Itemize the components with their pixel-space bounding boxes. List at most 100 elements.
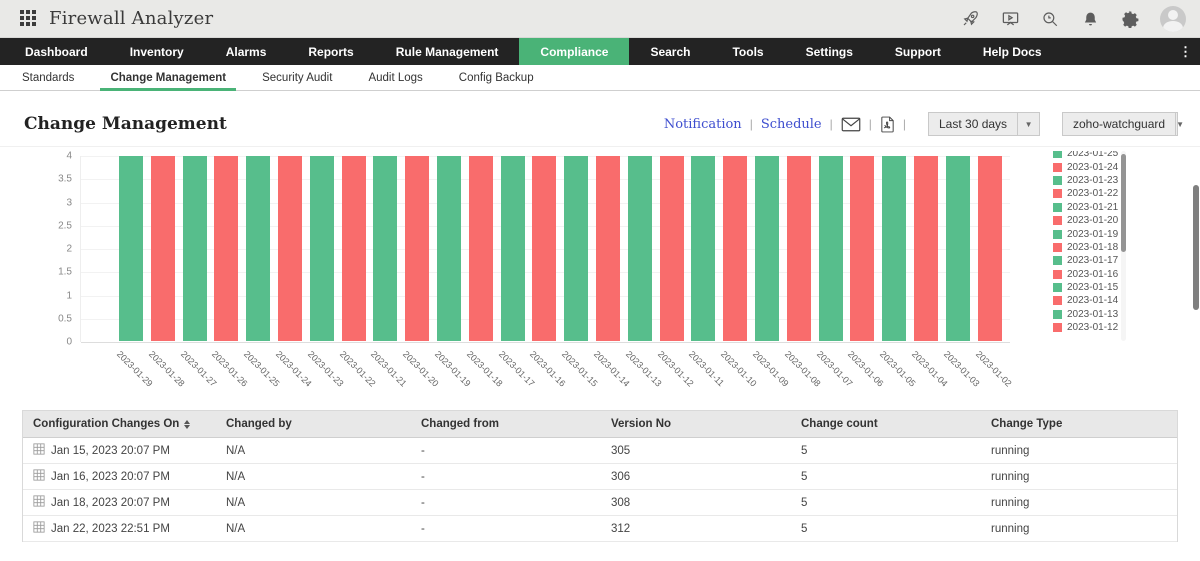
- legend-item[interactable]: 2023-01-16: [1053, 268, 1121, 281]
- nav-item-tools[interactable]: Tools: [732, 44, 764, 59]
- chart-bar[interactable]: [945, 156, 970, 341]
- subnav-item-audit-logs[interactable]: Audit Logs: [368, 71, 423, 84]
- change-date: Jan 16, 2023 20:07 PM: [51, 470, 170, 483]
- notification-link[interactable]: Notification: [663, 116, 742, 132]
- legend-item[interactable]: 2023-01-25: [1053, 151, 1121, 160]
- config-version-icon[interactable]: [33, 443, 45, 458]
- config-version-icon[interactable]: [33, 521, 45, 536]
- chart-bar[interactable]: [246, 156, 271, 341]
- table-cell: running: [991, 444, 1030, 457]
- column-header-configuration-changes-on[interactable]: Configuration Changes On: [23, 418, 216, 430]
- chart-bar[interactable]: [373, 156, 398, 341]
- presentation-icon[interactable]: [1000, 9, 1020, 29]
- period-dropdown[interactable]: Last 30 days ▼: [928, 112, 1040, 136]
- table-row[interactable]: Jan 15, 2023 20:07 PM N/A - 305 5 running: [23, 438, 1177, 464]
- search-icon[interactable]: [1040, 9, 1060, 29]
- chart-bar[interactable]: [150, 156, 175, 341]
- pdf-export-icon[interactable]: [880, 116, 895, 133]
- legend-item[interactable]: 2023-01-23: [1053, 174, 1121, 187]
- page-head: Change Management Notification | Schedul…: [0, 91, 1200, 136]
- nav-item-search[interactable]: Search: [650, 44, 691, 59]
- subnav-item-change-management[interactable]: Change Management: [92, 65, 244, 91]
- chart-bar[interactable]: [119, 156, 143, 341]
- nav-item-help-docs[interactable]: Help Docs: [982, 44, 1042, 59]
- nav-item-alarms[interactable]: Alarms: [225, 44, 267, 59]
- nav-item-dashboard[interactable]: Dashboard: [25, 44, 88, 59]
- chart-bar[interactable]: [850, 156, 875, 341]
- chart-bar[interactable]: [882, 156, 907, 341]
- chart-bar[interactable]: [564, 156, 589, 341]
- legend-item[interactable]: 2023-01-14: [1053, 294, 1121, 307]
- chart-bar[interactable]: [309, 156, 334, 341]
- chart-bar[interactable]: [977, 156, 1002, 341]
- legend-item[interactable]: 2023-01-22: [1053, 187, 1121, 200]
- config-version-icon[interactable]: [33, 469, 45, 484]
- chart-bar[interactable]: [691, 156, 716, 341]
- subnav-item-config-backup[interactable]: Config Backup: [458, 71, 534, 84]
- table-row[interactable]: Jan 18, 2023 20:07 PM N/A - 308 5 running: [23, 490, 1177, 516]
- legend-item[interactable]: 2023-01-18: [1053, 241, 1121, 254]
- subnav-item-standards[interactable]: Standards: [22, 71, 75, 84]
- legend-item[interactable]: 2023-01-20: [1053, 214, 1121, 227]
- y-axis-tick: 3: [66, 197, 72, 208]
- sort-icon[interactable]: [184, 419, 191, 429]
- nav-item-support[interactable]: Support: [894, 44, 941, 59]
- y-axis-tick: 3.5: [58, 173, 72, 185]
- table-cell: 5: [801, 470, 808, 483]
- nav-item-compliance[interactable]: Compliance: [519, 38, 630, 65]
- config-version-icon[interactable]: [33, 495, 45, 510]
- chart-bar[interactable]: [786, 156, 811, 341]
- chart-bar[interactable]: [182, 156, 207, 341]
- user-avatar[interactable]: [1160, 5, 1186, 32]
- change-date: Jan 15, 2023 20:07 PM: [51, 444, 170, 457]
- legend-item[interactable]: 2023-01-12: [1053, 321, 1121, 334]
- change-management-chart: 0 0.5 1 1.5 2 2.5 3 3.5 4 2023-01-29 2023-01-28 20…: [0, 146, 1200, 398]
- nav-item-reports[interactable]: Reports: [308, 44, 354, 59]
- email-icon[interactable]: [841, 117, 861, 132]
- chart-bar[interactable]: [596, 156, 620, 341]
- legend-item[interactable]: 2023-01-21: [1053, 201, 1121, 214]
- chart-bar[interactable]: [914, 156, 938, 341]
- legend-label: 2023-01-23: [1067, 174, 1119, 186]
- chart-bar[interactable]: [214, 156, 239, 341]
- chart-bar[interactable]: [437, 156, 461, 341]
- bell-icon[interactable]: [1080, 9, 1100, 29]
- chart-bar[interactable]: [278, 156, 302, 341]
- chart-bar[interactable]: [341, 156, 366, 341]
- chart-bar[interactable]: [468, 156, 493, 341]
- chart-bar[interactable]: [405, 156, 430, 341]
- legend-item[interactable]: 2023-01-24: [1053, 160, 1121, 173]
- legend-label: 2023-01-24: [1067, 161, 1119, 173]
- rocket-icon[interactable]: [960, 9, 980, 29]
- legend-item[interactable]: 2023-01-17: [1053, 254, 1121, 267]
- page-scrollbar-thumb[interactable]: [1193, 185, 1199, 310]
- subnav-item-security-audit[interactable]: Security Audit: [262, 71, 333, 84]
- apps-grid-icon[interactable]: [20, 10, 37, 27]
- chart-bar[interactable]: [723, 156, 748, 341]
- table-cell: 312: [611, 522, 631, 535]
- chart-bar[interactable]: [500, 156, 525, 341]
- nav-item-settings[interactable]: Settings: [805, 44, 853, 59]
- legend-item[interactable]: 2023-01-13: [1053, 308, 1121, 321]
- table-cell: -: [421, 470, 425, 483]
- chart-bar[interactable]: [818, 156, 843, 341]
- chart-bar[interactable]: [755, 156, 779, 341]
- gear-icon[interactable]: [1120, 9, 1140, 29]
- nav-overflow-menu-icon[interactable]: ⋮: [1179, 43, 1192, 59]
- nav-item-inventory[interactable]: Inventory: [129, 44, 184, 59]
- legend-item[interactable]: 2023-01-19: [1053, 227, 1121, 240]
- chart-bar[interactable]: [532, 156, 557, 341]
- legend-label: 2023-01-12: [1067, 322, 1119, 334]
- legend-swatch: [1053, 175, 1062, 185]
- nav-item-rule-management[interactable]: Rule Management: [395, 44, 499, 59]
- change-date: Jan 18, 2023 20:07 PM: [51, 496, 170, 509]
- legend-item[interactable]: 2023-01-15: [1053, 281, 1121, 294]
- table-row[interactable]: Jan 16, 2023 20:07 PM N/A - 306 5 running: [23, 464, 1177, 490]
- chart-bar[interactable]: [627, 156, 652, 341]
- device-dropdown[interactable]: zoho-watchguard ▼: [1062, 112, 1184, 136]
- schedule-link[interactable]: Schedule: [760, 116, 822, 132]
- table-row[interactable]: Jan 22, 2023 22:51 PM N/A - 312 5 running: [23, 516, 1177, 542]
- legend-scrollbar-thumb[interactable]: [1121, 154, 1126, 252]
- chart-bar[interactable]: [659, 156, 684, 341]
- table-cell: running: [991, 522, 1030, 535]
